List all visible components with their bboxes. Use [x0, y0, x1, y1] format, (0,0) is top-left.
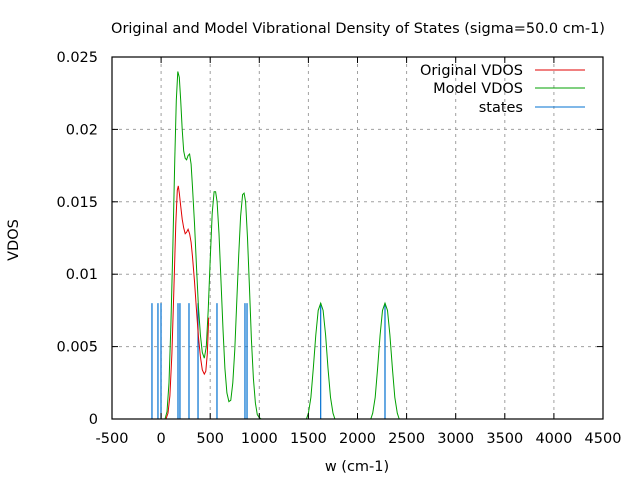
- legend-item-states: states: [479, 100, 585, 116]
- x-tick-label: 500: [196, 431, 224, 447]
- model-vdos-line: [164, 71, 262, 420]
- legend: Original VDOS Model VDOS states: [420, 63, 585, 116]
- x-tick-label: -500: [96, 431, 129, 447]
- y-tick-label: 0.015: [56, 195, 98, 211]
- y-tick-labels: 0 0.005 0.01 0.015 0.02 0.025: [56, 50, 98, 428]
- x-tick-label: 0: [156, 431, 165, 447]
- x-tick-label: 2000: [339, 431, 376, 447]
- x-tick-label: 3000: [437, 431, 474, 447]
- x-tick-label: 4500: [585, 431, 622, 447]
- x-tick-label: 4000: [535, 431, 572, 447]
- y-tick-label: 0.025: [56, 50, 98, 66]
- x-tick-label: 2500: [388, 431, 425, 447]
- grid: [112, 57, 603, 419]
- original-vdos-line: [165, 185, 210, 420]
- legend-label: Model VDOS: [433, 81, 523, 97]
- model-vdos-line: [305, 301, 336, 420]
- plot-frame: [111, 56, 604, 420]
- legend-label: states: [479, 100, 523, 116]
- x-tick-label: 1000: [241, 431, 278, 447]
- y-tick-label: 0.01: [66, 267, 98, 283]
- y-axis-label: VDOS: [6, 219, 22, 261]
- chart-title: Original and Model Vibrational Density o…: [111, 21, 605, 37]
- x-axis-label: w (cm-1): [325, 459, 389, 475]
- x-tick-label: 3500: [486, 431, 523, 447]
- series-layer: [151, 71, 400, 420]
- x-tick-label: 1500: [290, 431, 327, 447]
- x-tick-labels: -500 0 500 1000 1500 2000 2500 3000 3500 4000 4500: [96, 431, 622, 447]
- model-vdos-line: [370, 301, 400, 420]
- legend-item-original-vdos: Original VDOS: [420, 63, 585, 79]
- y-tick-label: 0.005: [56, 340, 98, 356]
- y-tick-label: 0: [89, 412, 98, 428]
- legend-item-model-vdos: Model VDOS: [433, 81, 585, 97]
- ticks: [111, 56, 604, 420]
- y-tick-label: 0.02: [66, 122, 98, 138]
- legend-label: Original VDOS: [420, 63, 523, 79]
